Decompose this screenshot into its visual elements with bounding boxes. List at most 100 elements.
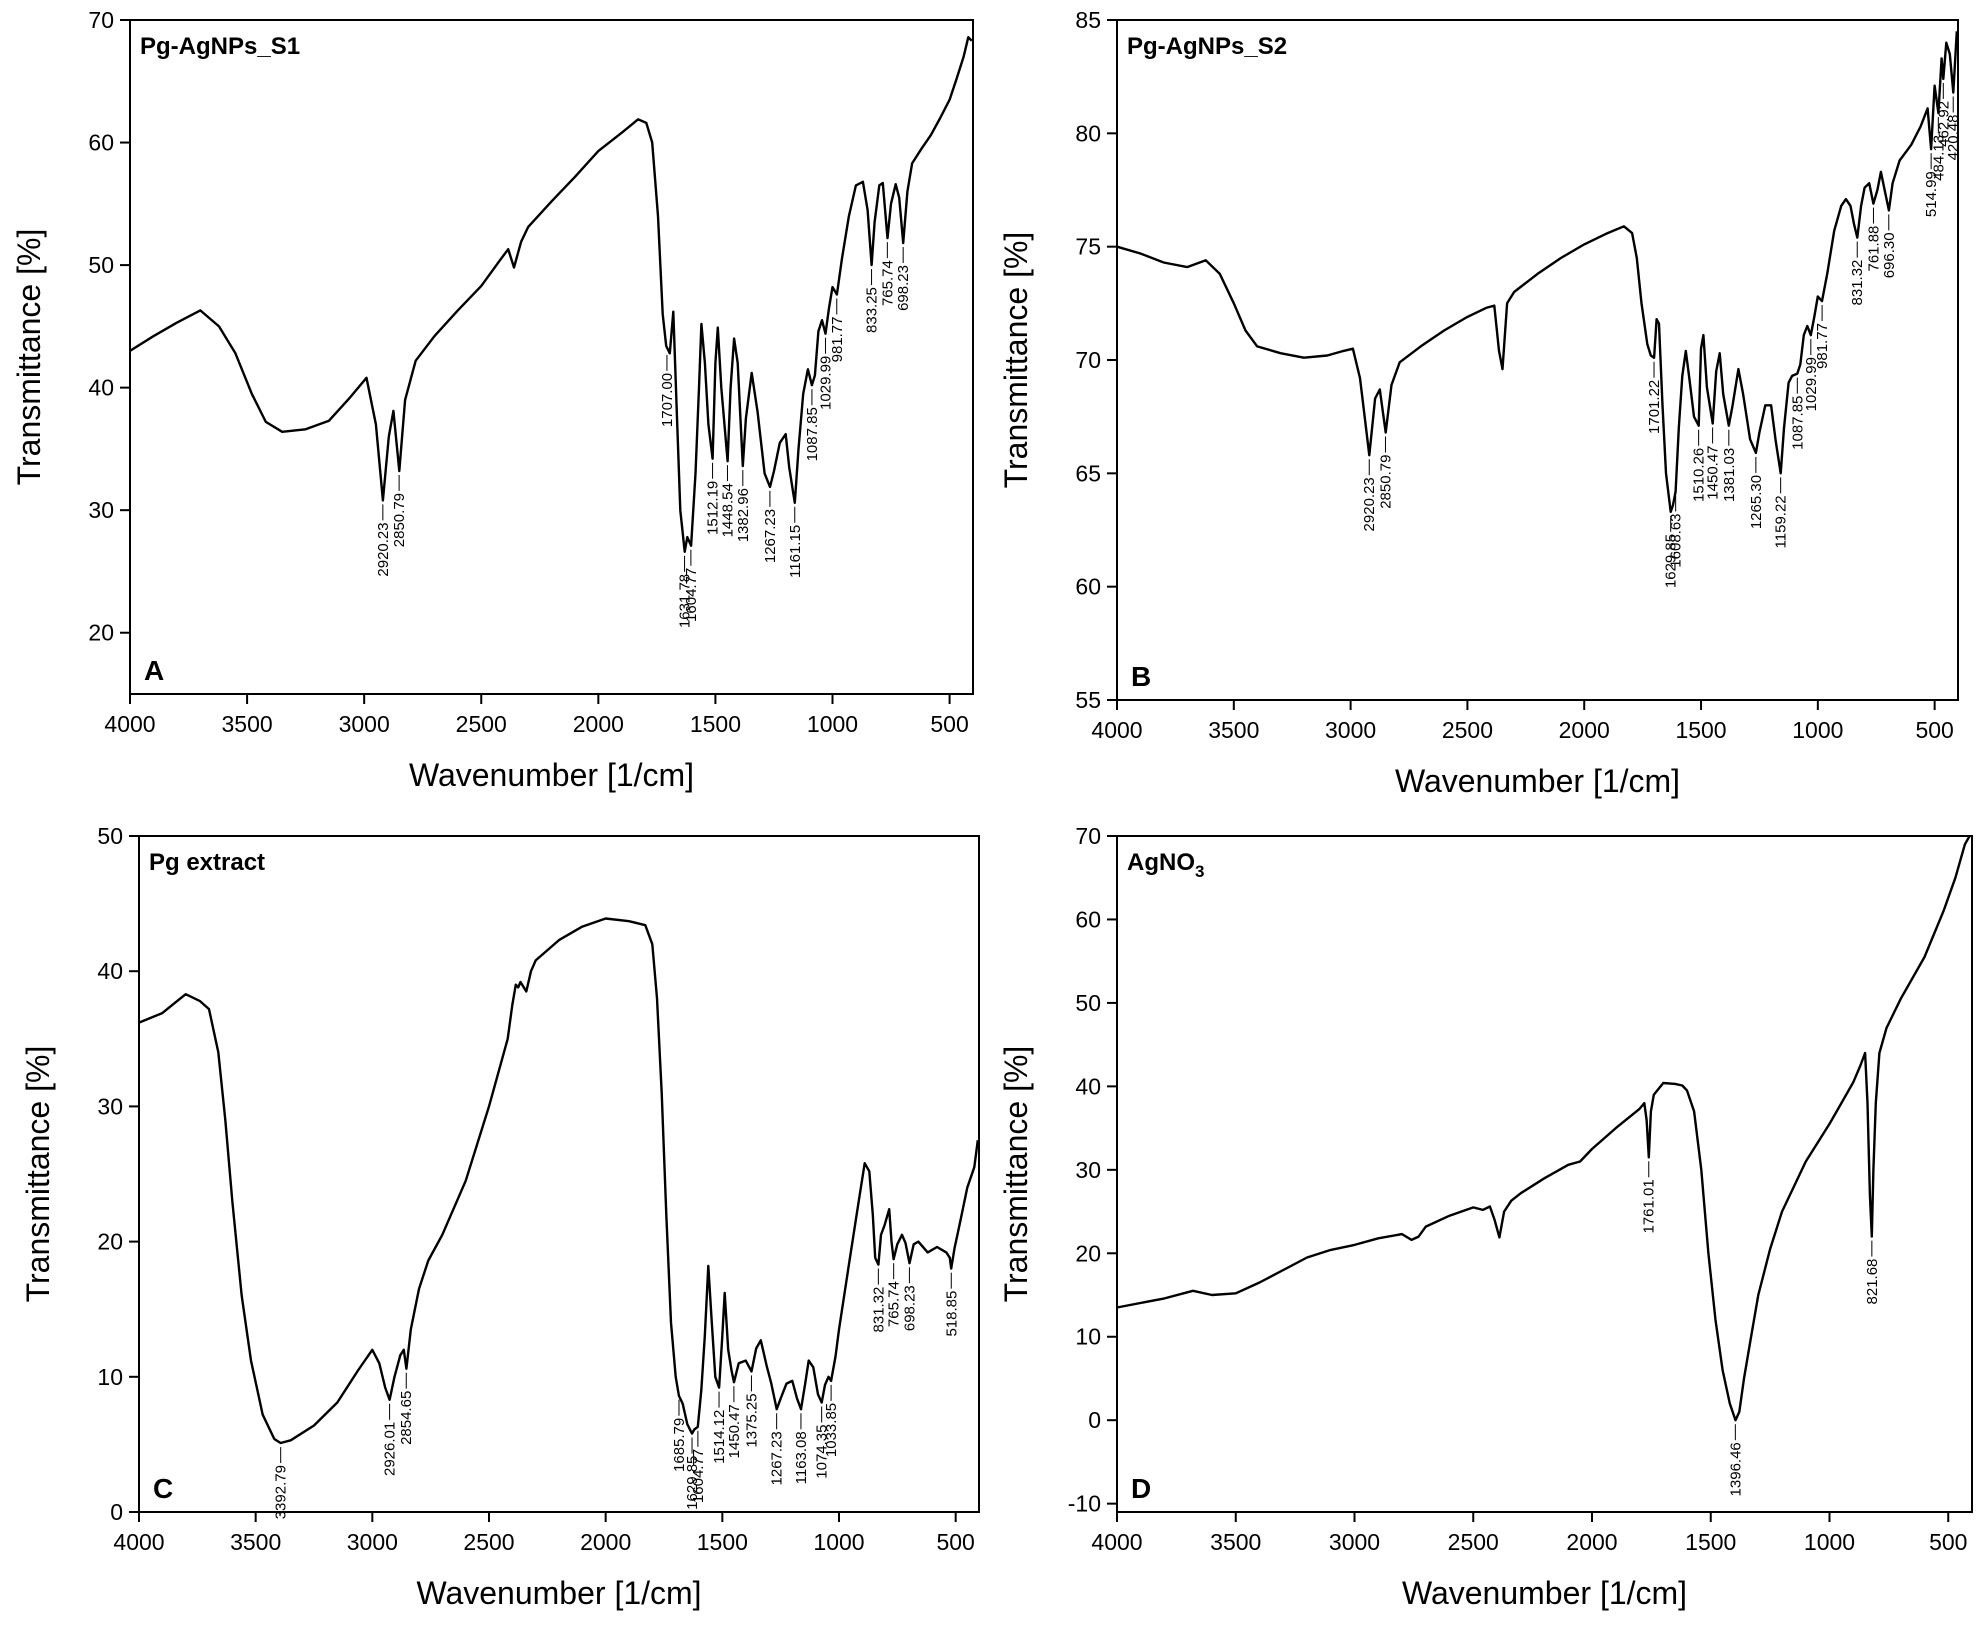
x-tick-label: 4000: [113, 1529, 164, 1555]
y-tick-label: 20: [1075, 1240, 1101, 1266]
x-tick-label: 2500: [1442, 717, 1493, 743]
peak-label: 1608.63: [1668, 513, 1685, 567]
y-tick-label: 30: [97, 1093, 123, 1119]
x-tick-label: 3000: [347, 1529, 398, 1555]
x-tick-label: 4000: [1091, 717, 1142, 743]
x-axis-title: Wavenumber [1/cm]: [1402, 1575, 1687, 1611]
y-tick-label: 10: [97, 1364, 123, 1390]
x-tick-label: 2000: [580, 1529, 631, 1555]
peak-label: 1448.54: [719, 483, 736, 537]
y-tick-label: 50: [88, 252, 114, 278]
plot-frame: [1116, 835, 1973, 1513]
y-axis-title: Transmittance [%]: [11, 229, 47, 486]
peak-label: 698.23: [901, 1285, 918, 1331]
y-tick-label: 40: [97, 958, 123, 984]
y-tick-label: 20: [97, 1229, 123, 1255]
peak-label: 761.88: [1865, 226, 1882, 272]
peak-label: 1375.25: [743, 1393, 760, 1447]
peak-label: 420.48: [1945, 115, 1962, 161]
x-tick-label: 1000: [1804, 1529, 1855, 1555]
spectrum-line: [1116, 835, 1971, 1422]
peak-label: 2854.65: [398, 1391, 415, 1445]
y-axis-title: Transmittance [%]: [998, 1046, 1034, 1303]
x-tick-label: 3500: [1210, 1529, 1261, 1555]
x-tick-label: 2000: [573, 711, 624, 737]
y-tick-label: 60: [1075, 574, 1101, 600]
x-axis-title: Wavenumber [1/cm]: [1395, 763, 1680, 799]
y-axis-title: Transmittance [%]: [20, 1046, 56, 1303]
x-tick-label: 3500: [230, 1529, 281, 1555]
panel-a: 4000 3500 3000 2500 2000 1500 1000 500 20 30 40 50 6…: [11, 7, 974, 793]
peak-label: 1707.00: [659, 373, 676, 427]
spectrum-line: [1116, 31, 1958, 514]
x-axis-title: Wavenumber [1/cm]: [409, 757, 694, 793]
peak-label: 833.25: [864, 287, 881, 333]
peak-label: 1267.23: [762, 509, 779, 563]
peak-label: 981.77: [829, 317, 846, 363]
sample-label: Pg extract: [149, 849, 265, 876]
x-tick-label: 1000: [813, 1529, 864, 1555]
plot-frame: [129, 19, 974, 695]
peak-label: 1161.15: [787, 525, 804, 578]
peak-label: 1629.85: [1663, 534, 1680, 588]
peak-label: 765.74: [879, 260, 896, 306]
x-tick-label: 4000: [104, 711, 155, 737]
peak-label: 1087.85: [1789, 396, 1806, 450]
peak-label: 1029.99: [1803, 357, 1820, 411]
plot-frame: [1116, 19, 1959, 701]
x-tick-label: 1500: [697, 1529, 748, 1555]
x-tick-label: 500: [930, 711, 968, 737]
peak-label: 831.32: [1849, 260, 1866, 306]
peak-label: 1514.12: [711, 1410, 728, 1464]
y-tick-label: 40: [1075, 1073, 1101, 1099]
peak-label: 1512.19: [705, 481, 722, 535]
peak-label: 1761.01: [1641, 1179, 1658, 1233]
sample-label: AgNO3: [1127, 849, 1204, 881]
y-tick-label: 20: [88, 620, 114, 646]
y-tick-label: 85: [1075, 7, 1101, 33]
x-tick-label: 1500: [1685, 1529, 1736, 1555]
spectrum-line: [129, 36, 973, 553]
peak-label: 1450.47: [726, 1404, 743, 1458]
y-tick-label: 30: [1075, 1157, 1101, 1183]
x-tick-label: 2500: [1448, 1529, 1499, 1555]
peak-label: 1267.23: [769, 1431, 786, 1485]
y-tick-label: 55: [1075, 687, 1101, 713]
x-tick-label: 3500: [1208, 717, 1259, 743]
peak-label: 1074.35: [814, 1424, 831, 1478]
peak-label: 514.99: [1923, 171, 1940, 217]
peak-label: 1033.85: [823, 1403, 840, 1457]
peak-label: 1265.30: [1748, 475, 1765, 529]
y-tick-label: -10: [1068, 1491, 1101, 1517]
x-tick-label: 1000: [1792, 717, 1843, 743]
peak-label: 1029.99: [817, 356, 834, 410]
spectrum-line: [138, 917, 979, 1445]
peak-label: 484.13: [1930, 135, 1947, 181]
peak-label: 1510.26: [1691, 448, 1708, 502]
y-tick-label: 50: [1075, 990, 1101, 1016]
peak-label: 1382.96: [735, 488, 752, 542]
y-tick-label: 60: [1075, 906, 1101, 932]
y-tick-label: 0: [110, 1499, 123, 1525]
sample-label: Pg-AgNPs_S2: [1127, 33, 1287, 60]
peak-label: 821.68: [1864, 1259, 1881, 1305]
peak-label: 1450.47: [1705, 445, 1722, 499]
sample-label: Pg-AgNPs_S1: [140, 33, 300, 60]
panel-letter: C: [153, 1473, 173, 1504]
y-tick-label: 70: [1075, 347, 1101, 373]
peak-label: 1604.77: [690, 1449, 707, 1503]
y-tick-label: 50: [97, 823, 123, 849]
peak-label: 698.23: [895, 265, 912, 311]
panel-letter: A: [144, 655, 164, 686]
panel-d: 4000 3500 3000 2500 2000 1500 1000 500 -10 0 10 20 3…: [998, 823, 1973, 1611]
y-tick-label: 30: [88, 497, 114, 523]
y-axis-title: Transmittance [%]: [998, 232, 1034, 489]
x-tick-label: 500: [936, 1529, 974, 1555]
x-axis-title: Wavenumber [1/cm]: [416, 1575, 701, 1611]
x-tick-label: 2500: [456, 711, 507, 737]
x-tick-label: 3000: [1325, 717, 1376, 743]
y-tick-label: 80: [1075, 120, 1101, 146]
panel-letter: D: [1131, 1473, 1151, 1504]
y-tick-label: 0: [1088, 1407, 1101, 1433]
